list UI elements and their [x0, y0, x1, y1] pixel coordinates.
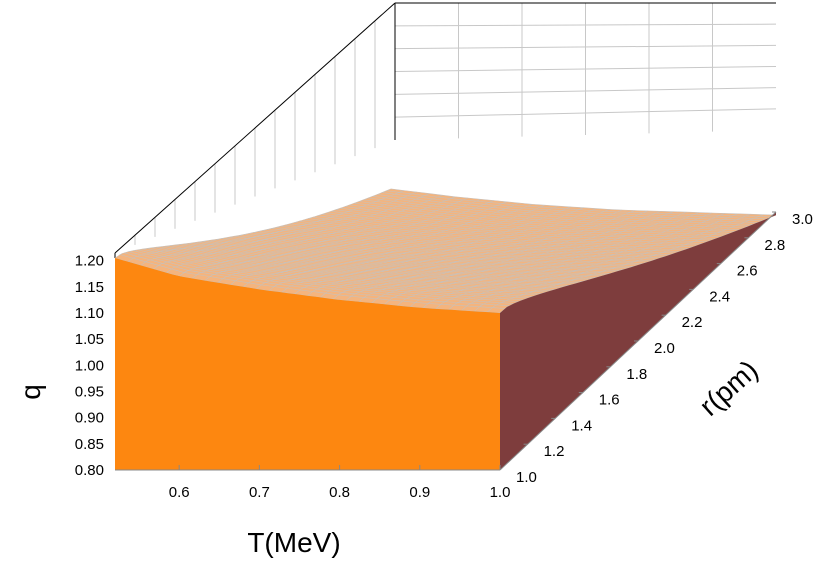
z-tick-label: 0.80	[75, 462, 104, 479]
mesh-line	[487, 214, 764, 313]
back-walls	[114, 2, 777, 258]
mesh-line	[127, 190, 404, 262]
y-tick-labels: 1.0 1.2 1.4 1.6 1.8 2.0 2.2 2.4 2.6 2.8 3.0	[496, 211, 813, 486]
z-tick-label: 1.20	[75, 253, 104, 270]
mesh-line	[333, 209, 610, 300]
r-tick-label: 2.4	[709, 288, 730, 305]
z-tick-label: 1.05	[75, 331, 104, 348]
x-tick-labels: 0.6 0.7 0.8 0.9 1.0	[169, 465, 511, 501]
mesh-line	[320, 208, 597, 298]
mesh-line	[461, 213, 738, 311]
x-tick-label: 0.7	[249, 484, 270, 501]
z-tick-label: 1.00	[75, 357, 104, 374]
x-axis-title: T(MeV)	[247, 527, 340, 558]
mesh-line	[397, 211, 674, 306]
wall-edge-left	[114, 2, 396, 254]
r-tick-label: 3.0	[792, 211, 813, 228]
mesh-line	[474, 213, 751, 312]
mesh-line	[307, 207, 584, 296]
mesh-line	[119, 254, 505, 309]
z-axis-title: q	[15, 384, 46, 400]
mesh-line	[243, 202, 520, 288]
z-tick-label: 1.10	[75, 305, 104, 322]
mesh-line	[114, 188, 392, 259]
front-face	[115, 258, 500, 470]
z-tick-label: 0.85	[75, 436, 104, 453]
r-tick-label: 1.4	[571, 417, 592, 434]
mesh-line	[230, 201, 507, 285]
x-tick-label: 0.9	[409, 484, 430, 501]
wall-gridlines	[134, 3, 777, 245]
r-tick-label: 1.0	[516, 469, 537, 486]
r-tick-label: 1.2	[544, 443, 565, 460]
z-tick-label: 0.90	[75, 410, 104, 427]
x-tick-label: 1.0	[490, 484, 511, 501]
z-tick-labels: 1.20 1.15 1.10 1.05 1.00 0.95 0.90 0.85 0.80	[75, 253, 104, 479]
mesh-line	[217, 200, 494, 283]
r-tick-label: 1.8	[626, 366, 647, 383]
mesh-line	[166, 194, 443, 273]
mesh-line	[256, 204, 533, 290]
mesh-line	[448, 213, 725, 310]
mesh-line	[345, 209, 623, 301]
x-tick-label: 0.6	[169, 484, 190, 501]
mesh-line	[281, 205, 558, 293]
z-tick-label: 0.95	[75, 383, 104, 400]
mesh-line	[204, 199, 481, 281]
r-tick-label: 2.6	[737, 263, 758, 280]
mesh-line	[140, 191, 417, 266]
mesh-line	[179, 196, 456, 277]
r-tick-label: 2.2	[682, 314, 703, 331]
mesh-line	[268, 204, 546, 291]
mesh-line	[371, 210, 648, 304]
r-tick-label: 2.8	[764, 237, 785, 254]
mesh-line	[410, 211, 687, 308]
mesh-line	[191, 197, 469, 279]
r-tick-label: 2.0	[654, 340, 675, 357]
r-tick-label: 1.6	[599, 392, 620, 409]
mesh-line	[294, 206, 571, 295]
mesh-line	[358, 210, 635, 303]
mesh-line	[384, 211, 661, 305]
x-tick-label: 0.8	[329, 484, 350, 501]
mesh-line	[422, 212, 700, 309]
y-axis-title: r(pm)	[693, 354, 763, 422]
mesh-line	[435, 212, 712, 310]
surface-mesh	[114, 188, 777, 314]
mesh-line	[153, 193, 430, 270]
z-tick-label: 1.15	[75, 279, 104, 296]
